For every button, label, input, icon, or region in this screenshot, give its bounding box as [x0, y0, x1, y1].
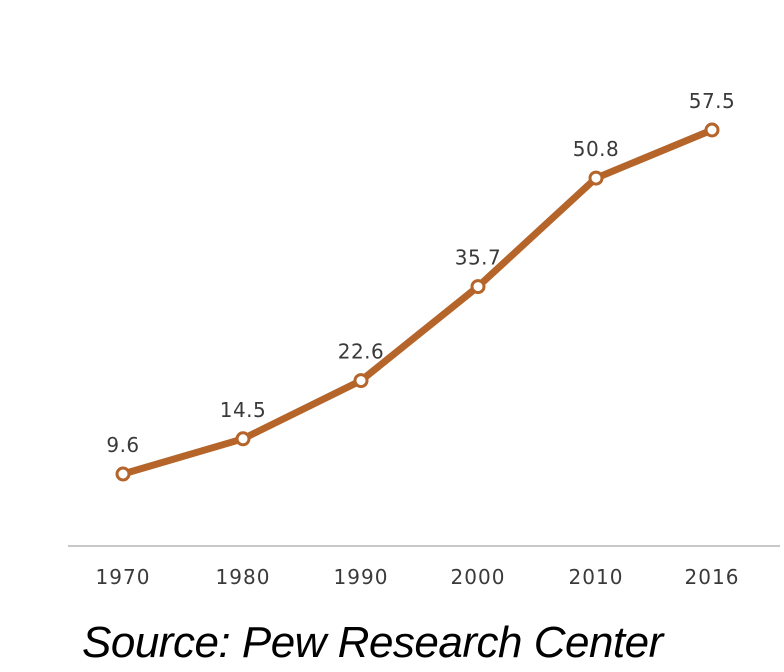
data-point-marker [704, 122, 720, 138]
data-point-marker [470, 279, 486, 295]
data-label: 9.6 [106, 433, 139, 457]
data-labels: 9.6 14.5 22.6 35.7 50.8 57.5 [106, 89, 736, 457]
data-label: 57.5 [689, 89, 736, 113]
x-tick-labels: 1970 1980 1990 2000 2010 2016 [96, 565, 740, 589]
x-tick-label: 1990 [334, 565, 389, 589]
x-tick-label: 1980 [216, 565, 271, 589]
series-line [119, 126, 716, 478]
x-tick-label: 2010 [569, 565, 624, 589]
line-chart: 9.6 14.5 22.6 35.7 50.8 57.5 1970 1980 1990 2000… [68, 89, 780, 589]
data-point-marker [588, 170, 604, 186]
data-point-marker [353, 373, 369, 389]
series-layer [115, 122, 720, 482]
data-label: 14.5 [220, 398, 267, 422]
data-label: 22.6 [338, 340, 385, 364]
x-tick-label: 1970 [96, 565, 151, 589]
x-tick-label: 2016 [685, 565, 740, 589]
data-label: 50.8 [573, 137, 620, 161]
data-label: 35.7 [455, 246, 502, 270]
x-tick-label: 2000 [451, 565, 506, 589]
source-caption: Source: Pew Research Center [82, 618, 663, 667]
data-point-marker [115, 466, 131, 482]
data-point-marker [235, 431, 251, 447]
